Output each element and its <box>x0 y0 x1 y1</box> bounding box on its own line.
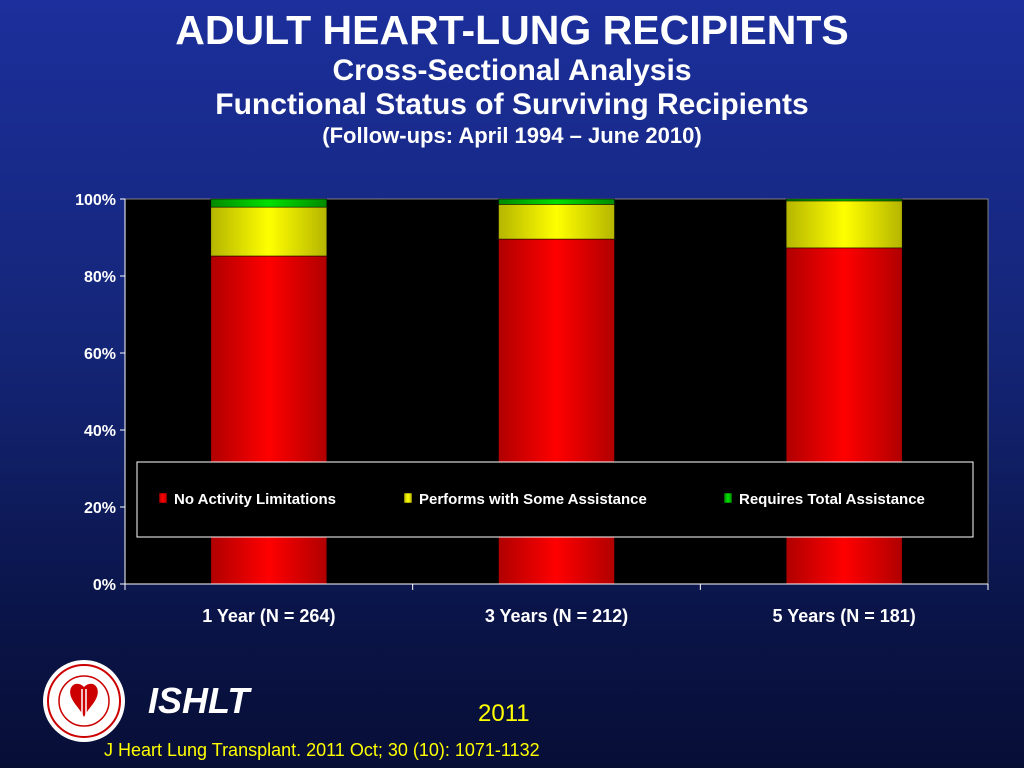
title-block: ADULT HEART-LUNG RECIPIENTS Cross-Sectio… <box>0 6 1024 149</box>
slide-subtitle-1: Cross-Sectional Analysis <box>332 54 692 87</box>
bar-segment-3-2 <box>498 198 615 205</box>
legend-swatch <box>158 492 168 504</box>
y-tick-label: 40% <box>84 423 116 440</box>
x-category-label: 5 Years (N = 181) <box>773 606 916 626</box>
y-tick-label: 80% <box>84 269 116 286</box>
y-tick-label: 100% <box>75 192 116 209</box>
legend-entry: No Activity Limitations <box>174 491 336 508</box>
legend-box <box>136 461 974 538</box>
legend-swatch <box>723 492 733 504</box>
x-category-label: 3 Years (N = 212) <box>485 606 628 626</box>
legend-entry: Performs with Some Assistance <box>419 491 647 508</box>
x-category-label: 1 Year (N = 264) <box>202 606 335 626</box>
legend-entry: Requires Total Assistance <box>739 491 925 508</box>
slide-subtitle-2: Functional Status of Surviving Recipient… <box>215 88 809 121</box>
brand-label: ISHLT <box>148 680 250 721</box>
bar-segment-2-2 <box>498 204 615 240</box>
y-tick-label: 20% <box>84 500 116 517</box>
bar-segment-2-1 <box>210 206 328 257</box>
citation-label: J Heart Lung Transplant. 2011 Oct; 30 (1… <box>104 740 540 760</box>
year-label: 2011 <box>478 700 530 727</box>
bar-segment-2-3 <box>785 200 903 249</box>
slide-subtitle-3: (Follow-ups: April 1994 – June 2010) <box>322 123 702 148</box>
y-tick-label: 0% <box>93 577 116 594</box>
slide-title: ADULT HEART-LUNG RECIPIENTS <box>175 7 849 53</box>
y-tick-label: 60% <box>84 346 116 363</box>
bar-segment-3-3 <box>785 198 903 202</box>
bar-segment-3-1 <box>210 198 328 208</box>
legend-swatch <box>403 492 413 504</box>
ishlt-logo <box>42 659 126 743</box>
